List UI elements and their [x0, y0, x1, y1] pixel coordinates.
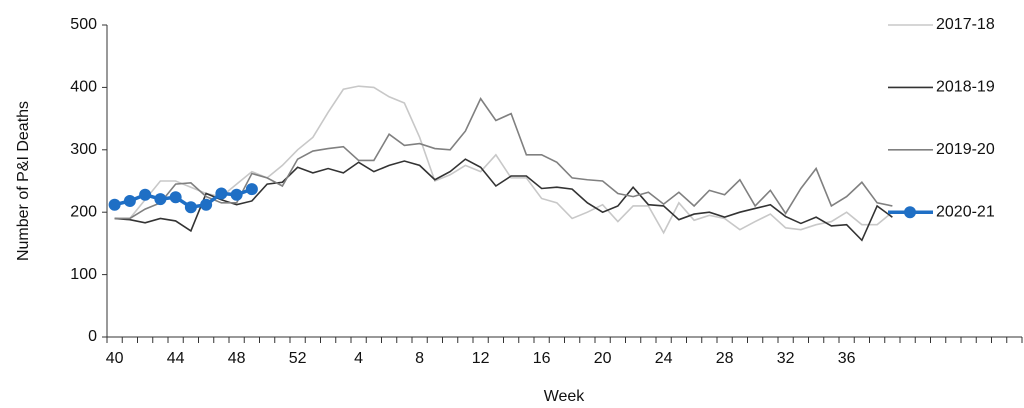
point — [169, 191, 182, 204]
legend-label: 2019-20 — [936, 141, 995, 158]
x-axis-label: Week — [544, 388, 586, 405]
point — [154, 193, 167, 206]
y-axis-label: Number of P&I Deaths — [15, 101, 32, 261]
x-tick-label: 8 — [415, 350, 424, 367]
point — [123, 194, 136, 207]
x-tick-label: 52 — [289, 350, 307, 367]
x-tick-label: 32 — [777, 350, 795, 367]
x-tick-label: 20 — [594, 350, 612, 367]
x-tick-label: 44 — [167, 350, 185, 367]
point — [108, 198, 121, 211]
legend-marker — [904, 206, 916, 219]
y-tick-label: 400 — [70, 79, 97, 96]
legend-label: 2020-21 — [936, 203, 995, 220]
x-tick-label: 36 — [838, 350, 856, 367]
legend-label: 2018-19 — [936, 79, 995, 96]
point — [215, 187, 228, 200]
point — [184, 201, 197, 214]
series-line — [114, 158, 893, 242]
x-tick-label: 28 — [716, 350, 734, 367]
x-tick-label: 16 — [533, 350, 551, 367]
point — [200, 198, 213, 211]
point — [230, 188, 243, 201]
x-tick-label: 12 — [472, 350, 490, 367]
y-tick-label: 0 — [88, 328, 97, 345]
x-tick-label: 24 — [655, 350, 673, 367]
x-tick-label: 4 — [354, 350, 363, 367]
y-tick-label: 100 — [70, 266, 97, 283]
x-tick-label: 40 — [106, 350, 124, 367]
series-line — [114, 97, 893, 220]
series-line — [114, 187, 253, 210]
legend-label: 2017-18 — [936, 16, 995, 33]
point — [139, 188, 152, 201]
series-line — [114, 85, 893, 235]
x-tick-label: 48 — [228, 350, 246, 367]
y-tick-label: 500 — [70, 16, 97, 33]
y-tick-label: 300 — [70, 141, 97, 158]
point — [245, 183, 258, 196]
y-tick-label: 200 — [70, 203, 97, 220]
